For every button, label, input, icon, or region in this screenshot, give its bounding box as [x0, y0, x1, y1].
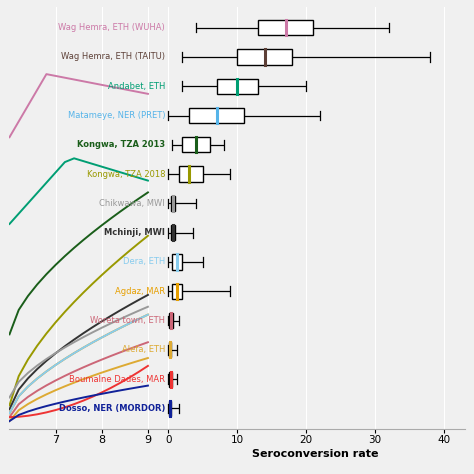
- Text: Wag Hemra, ETH (WUHA): Wag Hemra, ETH (WUHA): [58, 23, 165, 32]
- Bar: [258, 20, 313, 35]
- Text: Alefa, ETH: Alefa, ETH: [122, 346, 165, 355]
- Bar: [169, 372, 172, 387]
- Text: Chikwawa, MWI: Chikwawa, MWI: [99, 199, 165, 208]
- Text: Woreta town, ETH: Woreta town, ETH: [90, 316, 165, 325]
- Bar: [169, 401, 171, 416]
- Text: Matameye, NER (PRET): Matameye, NER (PRET): [67, 111, 165, 120]
- Bar: [172, 283, 182, 299]
- Bar: [179, 166, 203, 182]
- Bar: [172, 255, 182, 270]
- Text: Wag Hemra, ETH (TAITU): Wag Hemra, ETH (TAITU): [61, 53, 165, 62]
- Text: Kongwa, TZA 2018: Kongwa, TZA 2018: [87, 170, 165, 179]
- Bar: [169, 313, 173, 328]
- Bar: [237, 49, 292, 64]
- Text: Mchinji, MWI: Mchinji, MWI: [104, 228, 165, 237]
- Bar: [171, 225, 175, 240]
- Bar: [182, 137, 210, 153]
- Text: Boumalne Dades, MAR: Boumalne Dades, MAR: [69, 374, 165, 383]
- Bar: [189, 108, 244, 123]
- Text: Andabet, ETH: Andabet, ETH: [108, 82, 165, 91]
- Bar: [169, 342, 171, 357]
- Text: Agdaz, MAR: Agdaz, MAR: [115, 287, 165, 296]
- X-axis label: Seroconversion rate: Seroconversion rate: [252, 449, 379, 459]
- Bar: [217, 79, 258, 94]
- Text: Dosso, NER (MORDOR): Dosso, NER (MORDOR): [59, 404, 165, 413]
- Text: Kongwa, TZA 2013: Kongwa, TZA 2013: [77, 140, 165, 149]
- Text: Dera, ETH: Dera, ETH: [123, 257, 165, 266]
- Bar: [171, 196, 175, 211]
